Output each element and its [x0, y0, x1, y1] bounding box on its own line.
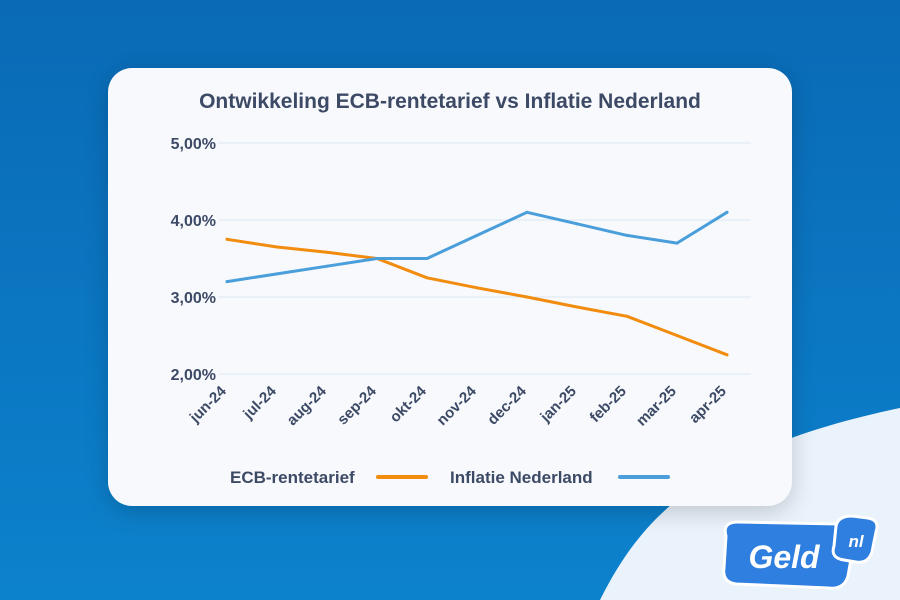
x-tick-label: apr-25 — [686, 383, 730, 427]
data-point-0 — [225, 237, 229, 241]
data-point-1 — [725, 210, 729, 214]
data-point-0 — [475, 286, 479, 290]
legend-label: ECB-rentetarief — [230, 468, 355, 487]
data-point-0 — [725, 353, 729, 357]
y-tick-label: 3,00% — [171, 290, 216, 307]
data-point-0 — [625, 314, 629, 318]
data-point-1 — [675, 241, 679, 245]
data-point-1 — [625, 233, 629, 237]
data-point-1 — [575, 222, 579, 226]
y-tick-label: 2,00% — [171, 367, 216, 384]
y-tick-label: 4,00% — [171, 213, 216, 230]
geld-nl-logo[interactable]: Geld nl — [718, 514, 888, 598]
data-point-1 — [325, 264, 329, 268]
x-tick-label: aug-24 — [284, 382, 331, 429]
data-point-0 — [275, 245, 279, 249]
x-tick-label: okt-24 — [387, 382, 431, 426]
legend-label: Inflatie Nederland — [450, 468, 593, 487]
x-tick-label: sep-24 — [334, 382, 380, 428]
data-point-1 — [375, 257, 379, 260]
x-tick-label: feb-25 — [587, 383, 630, 426]
x-tick-label: dec-24 — [484, 382, 530, 428]
data-point-1 — [225, 280, 229, 284]
line-chart: Ontwikkeling ECB-rentetarief vs Inflatie… — [171, 90, 751, 487]
data-point-0 — [325, 250, 329, 254]
chart-title: Ontwikkeling ECB-rentetarief vs Inflatie… — [199, 90, 701, 113]
series-line-1 — [225, 210, 729, 284]
x-tick-label: mar-25 — [633, 383, 680, 430]
data-point-0 — [525, 295, 529, 299]
logo-suffix-text: nl — [848, 532, 864, 551]
data-point-0 — [575, 305, 579, 309]
logo-text: Geld — [748, 539, 821, 575]
data-point-1 — [425, 257, 429, 260]
data-point-1 — [475, 233, 479, 237]
data-point-1 — [275, 272, 279, 276]
data-point-0 — [675, 334, 679, 337]
x-tick-label: nov-24 — [434, 382, 481, 429]
chart-card: Ontwikkeling ECB-rentetarief vs Inflatie… — [108, 68, 792, 506]
y-tick-label: 5,00% — [171, 136, 216, 153]
x-tick-label: jun-24 — [186, 382, 230, 426]
x-tick-label: jan-25 — [536, 383, 579, 426]
data-point-1 — [525, 210, 529, 214]
x-tick-label: jul-24 — [239, 382, 280, 423]
data-point-0 — [425, 276, 429, 280]
